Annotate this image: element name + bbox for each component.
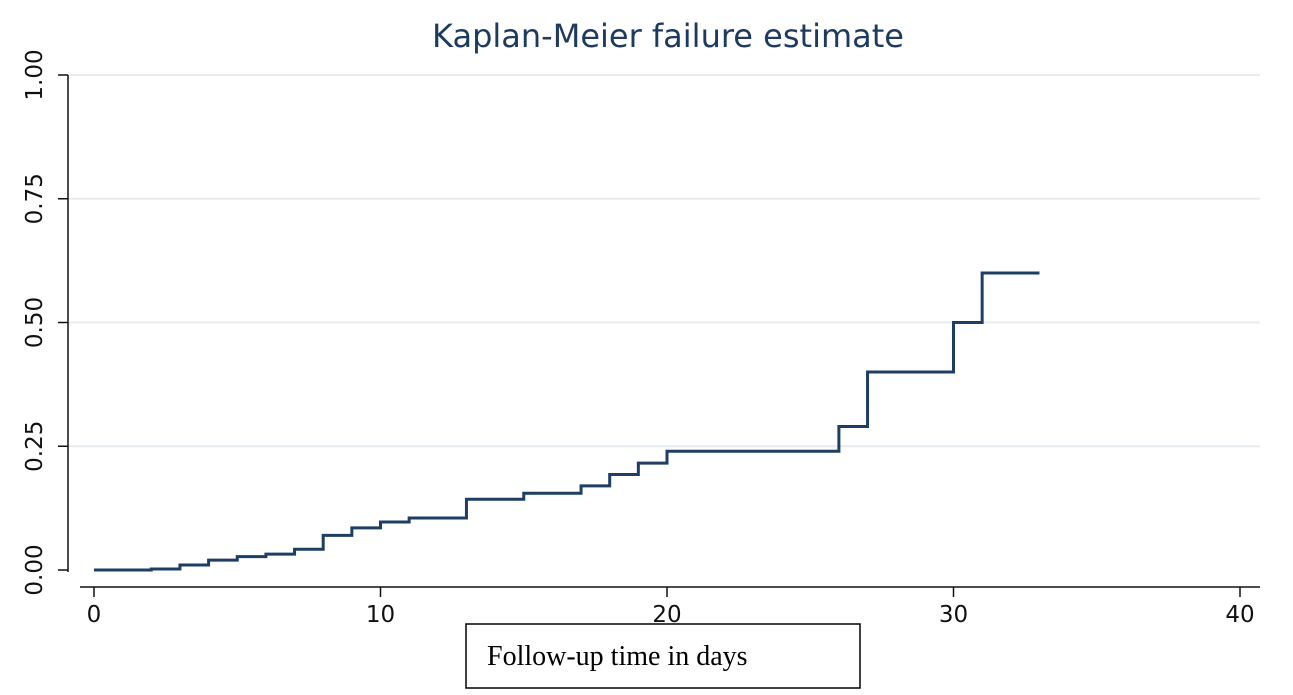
y-tick-label: 0.00 xyxy=(22,544,48,595)
chart-title: Kaplan-Meier failure estimate xyxy=(432,17,904,55)
y-tick-label: 0.75 xyxy=(22,173,48,224)
y-tick-label: 1.00 xyxy=(22,49,48,100)
y-tick-label: 0.25 xyxy=(22,421,48,472)
y-axis-ticks: 0.00 0.25 0.50 0.75 1.00 xyxy=(22,49,68,596)
x-tick-label: 10 xyxy=(366,602,395,628)
km-failure-line xyxy=(94,271,1040,572)
grid-lines xyxy=(68,74,1260,448)
x-axis-label: Follow-up time in days xyxy=(487,641,748,672)
x-tick-label: 30 xyxy=(939,602,968,628)
x-tick-label: 40 xyxy=(1225,602,1254,628)
y-tick-label: 0.50 xyxy=(22,297,48,348)
series-layer xyxy=(94,271,1040,572)
x-axis-ticks: 0 10 20 30 40 xyxy=(87,587,1255,628)
x-axis-label-box xyxy=(465,623,861,689)
x-tick-label: 0 xyxy=(87,602,102,628)
